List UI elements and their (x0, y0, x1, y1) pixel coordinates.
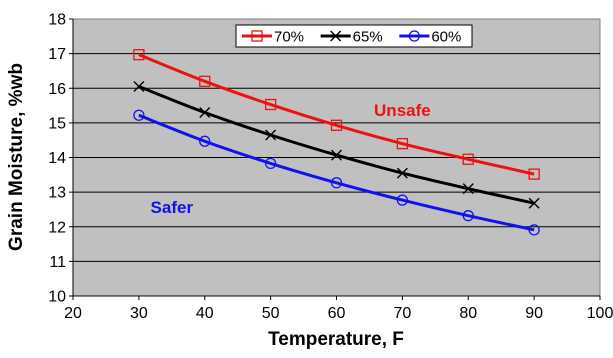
x-tick-label: 30 (130, 305, 148, 322)
x-axis-title: Temperature, F (268, 329, 404, 350)
x-tick-label: 90 (525, 305, 543, 322)
annotations: Unsafe Safer (151, 101, 431, 217)
x-tick-label: 100 (587, 305, 613, 322)
series-2-point (264, 157, 277, 170)
x-tick-label: 80 (459, 305, 477, 322)
series-2-point (133, 109, 145, 121)
legend-label: 70% (274, 29, 304, 46)
series-0-point (462, 153, 474, 165)
series-1-point-stroke (331, 149, 342, 161)
legend-box (235, 24, 473, 48)
series-1-point-stroke (528, 197, 540, 209)
series-0-point (199, 75, 211, 87)
series-0-point (528, 168, 540, 180)
annotation-label: Safer (151, 198, 194, 217)
series-1-point (528, 197, 540, 209)
axes: 10 11 12 13 14 15 16 17 18 20 30 40 50 60 70 80 90 100 (48, 12, 613, 323)
series-2-point (396, 194, 409, 206)
series-1-point-stroke (199, 106, 211, 118)
series-0-point (330, 119, 343, 131)
legend: 70% 65% 60% (235, 24, 473, 48)
legend-label: 60% (431, 29, 461, 46)
series-1-point (396, 167, 408, 179)
y-tick-label: 17 (48, 46, 66, 63)
series-1-point (462, 183, 474, 195)
legend-swatch-marker (408, 30, 420, 42)
y-axis-title: Grain Moisture, %wb (6, 63, 27, 251)
series-0-line (138, 53, 535, 176)
legend-swatch-marker (330, 30, 342, 42)
series-1-point-stroke (133, 81, 145, 93)
x-tick-label: 60 (328, 305, 346, 322)
series-2-point (528, 224, 540, 236)
series-1-point-stroke (462, 183, 474, 195)
y-tick-label: 15 (48, 115, 66, 132)
legend-swatch-marker-stroke (330, 30, 342, 42)
series-2-line (138, 113, 535, 232)
series-0-point (396, 137, 409, 150)
y-tick-label: 13 (48, 185, 66, 202)
series-1-point (331, 149, 342, 161)
y-tick-label: 11 (49, 254, 66, 271)
legend-label: 65% (353, 29, 383, 46)
x-tick-label: 70 (393, 305, 411, 322)
x-tick-label: 20 (64, 305, 82, 322)
series-2-point (462, 210, 474, 222)
series-1-point (265, 129, 277, 141)
y-tick-label: 18 (48, 12, 66, 29)
series-1-point (199, 106, 211, 118)
x-tick-label: 50 (262, 305, 280, 322)
series-1-point (133, 81, 145, 93)
series-0-point (133, 49, 145, 61)
y-tick-label: 16 (48, 81, 66, 98)
series-lines (133, 49, 540, 236)
series-1-point-stroke (265, 129, 277, 141)
annotation-label: Unsafe (374, 101, 431, 120)
series-1-point-stroke (396, 167, 408, 179)
series-2-point (330, 177, 343, 189)
y-tick-label: 12 (48, 219, 66, 236)
series-0-point (264, 98, 277, 111)
y-tick-label: 14 (48, 150, 66, 167)
x-tick-label: 40 (196, 305, 214, 322)
series-2-point (199, 135, 211, 147)
y-tick-label: 10 (48, 289, 66, 306)
legend-swatch-marker (251, 30, 263, 42)
